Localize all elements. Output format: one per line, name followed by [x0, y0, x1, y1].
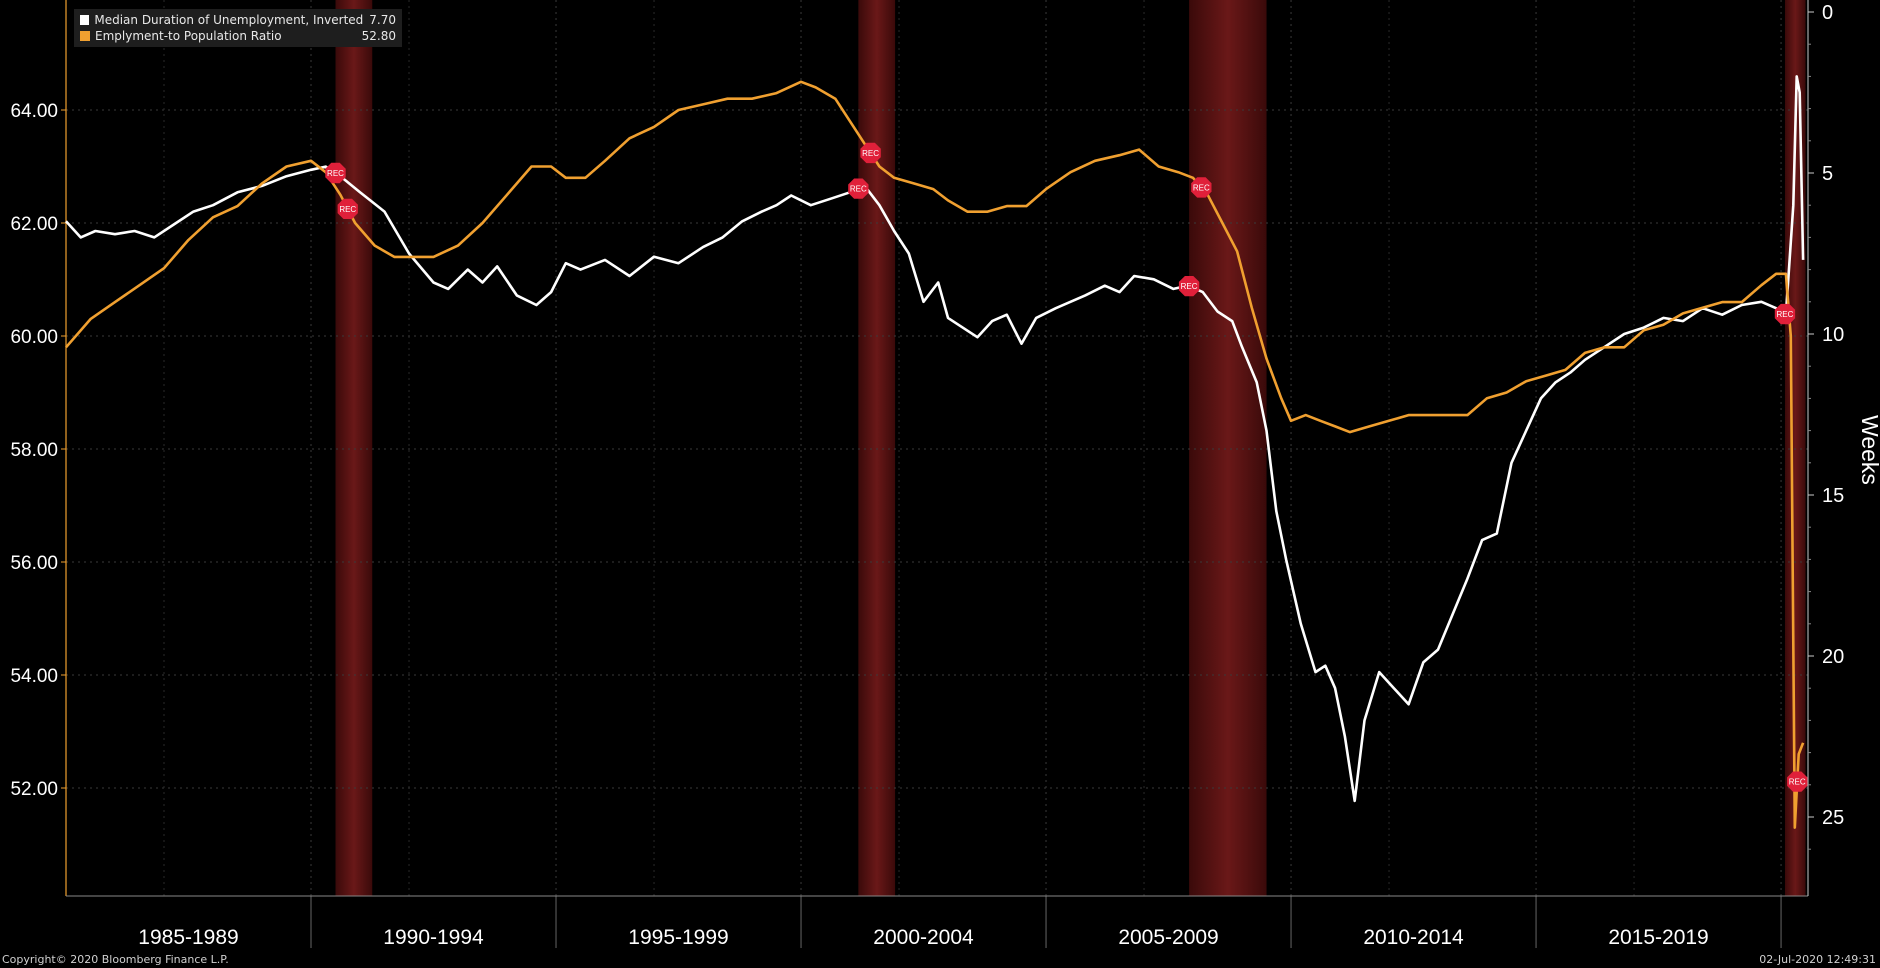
- recession-marker: [848, 178, 869, 199]
- series-line-ratio: [65, 80, 1805, 829]
- left-tick-label: 52.00: [10, 779, 58, 800]
- recession-marker-label: REC: [339, 205, 356, 214]
- legend-entry-ratio: Emplyment-to Population Ratio 52.80: [80, 28, 396, 44]
- legend-name: Median Duration of Unemployment, Inverte…: [94, 13, 364, 27]
- recession-marker-label: REC: [1789, 778, 1806, 787]
- right-tick-label: 20: [1822, 646, 1844, 668]
- recession-band: [1189, 0, 1267, 896]
- right-tick-label: 25: [1822, 807, 1844, 829]
- recession-marker: [1191, 177, 1212, 198]
- legend-name: Emplyment-to Population Ratio: [95, 29, 282, 43]
- recession-marker-label: REC: [862, 149, 879, 158]
- legend-entry-duration: Median Duration of Unemployment, Inverte…: [80, 12, 396, 28]
- axes: [61, 0, 1814, 948]
- recession-marker-label: REC: [327, 169, 344, 178]
- x-period-label: 2010-2014: [1363, 926, 1464, 949]
- recession-band: [335, 0, 373, 896]
- left-tick-label: 62.00: [10, 214, 58, 235]
- legend-swatch-orange: [80, 31, 90, 41]
- x-period-label: 1995-1999: [628, 926, 728, 949]
- x-period-label: 2005-2009: [1118, 926, 1218, 949]
- timestamp-text: 02-Jul-2020 12:49:31: [1759, 953, 1876, 966]
- recession-band: [1784, 0, 1806, 896]
- recession-marker-label: REC: [1777, 310, 1794, 319]
- recession-marker: [1787, 771, 1808, 792]
- recession-marker: [325, 162, 346, 184]
- x-period-label: 1990-1994: [383, 926, 484, 949]
- recession-marker: [1774, 303, 1796, 325]
- left-tick-label: 54.00: [10, 666, 58, 687]
- x-period-label: 2000-2004: [873, 926, 974, 949]
- right-tick-label: 15: [1822, 485, 1844, 507]
- right-tick-label: 10: [1822, 324, 1844, 346]
- series-lines: [65, 75, 1805, 829]
- recession-markers: REC REC REC REC REC REC REC REC: [325, 142, 1808, 792]
- left-tick-label: 64.00: [10, 101, 58, 122]
- recession-marker: [860, 142, 881, 164]
- left-tick-label: 56.00: [10, 553, 58, 574]
- x-period-label: 2015-2019: [1608, 926, 1708, 949]
- right-tick-label: 5: [1822, 163, 1833, 185]
- legend-value: 52.80: [361, 29, 396, 43]
- recession-marker: [1178, 276, 1200, 297]
- recession-bands: [335, 0, 1806, 896]
- legend-value: 7.70: [369, 13, 396, 27]
- left-tick-label: 58.00: [10, 440, 58, 461]
- copyright-text: Copyright© 2020 Bloomberg Finance L.P.: [2, 953, 229, 966]
- tick-labels: 52.00 54.00 56.00 58.00 60.00 62.00 64.00 1985-…: [10, 2, 1880, 949]
- recession-marker-label: REC: [850, 185, 867, 194]
- legend: Median Duration of Unemployment, Inverte…: [74, 9, 402, 47]
- x-period-label: 1985-1989: [138, 926, 238, 949]
- grid: [66, 0, 1808, 896]
- recession-marker-label: REC: [1193, 183, 1210, 192]
- legend-swatch-white: [80, 15, 90, 25]
- recession-marker-label: REC: [1181, 282, 1198, 291]
- series-line-duration: [65, 75, 1805, 803]
- recession-marker: [337, 198, 358, 219]
- right-axis-label: Weeks: [1857, 415, 1880, 485]
- left-tick-label: 60.00: [10, 327, 58, 348]
- recession-band: [858, 0, 896, 896]
- right-tick-label: 0: [1822, 2, 1833, 24]
